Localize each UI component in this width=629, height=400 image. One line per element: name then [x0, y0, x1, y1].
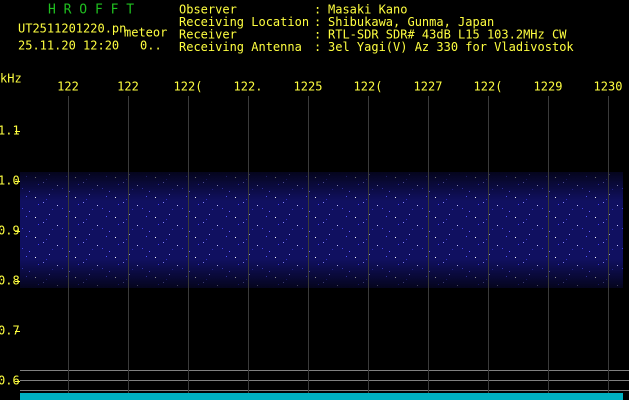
time-label: 122. [234, 80, 263, 94]
field-label: Observer [179, 3, 237, 17]
freq-label: 1.0 [0, 174, 20, 188]
time-label: 122 [117, 80, 139, 94]
date-time: 25.11.20 12:20 [18, 39, 119, 53]
freq-label: 0.8 [0, 274, 20, 288]
kind: meteor [124, 26, 167, 40]
freq-label: 0.7 [0, 324, 20, 338]
file-name: UT2511201220.pn [18, 22, 126, 36]
freq-label: 0.9 [0, 224, 20, 238]
time-label: 122 [57, 80, 79, 94]
unit-label: kHz [0, 72, 22, 86]
axes: 122 122 122( 122. 1225 122( 1227 122( 1229 1230 1.… [0, 80, 623, 393]
field-sep: : [314, 3, 321, 17]
freq-label: 1.1 [0, 124, 20, 138]
field-value: Masaki Kano [328, 3, 407, 17]
status: 0.. [140, 39, 162, 53]
app-title: H R O F F T [48, 3, 134, 18]
time-label: 122( [354, 80, 383, 94]
time-label: 1229 [534, 80, 563, 94]
time-label: 122( [474, 80, 503, 94]
field-value: Shibukawa, Gunma, Japan [328, 15, 494, 29]
field-value: 3el Yagi(V) Az 330 for Vladivostok [328, 40, 574, 54]
field-label: Receiver [179, 28, 237, 42]
field-value: RTL-SDR SDR# 43dB L15 103.2MHz CW [328, 28, 567, 42]
time-label: 1227 [414, 80, 443, 94]
baselines [20, 370, 629, 391]
info-fields: Observer: Masaki Kano Receiving Location: S… [179, 3, 574, 55]
field-label: Receiving Location [179, 15, 309, 29]
noise-fade [20, 172, 623, 288]
time-label: 122( [174, 80, 203, 94]
field-sep: : [314, 28, 321, 42]
field-sep: : [314, 40, 321, 54]
field-label: Receiving Antenna [179, 40, 302, 54]
time-label: 1225 [294, 80, 323, 94]
time-label: 1230 [594, 80, 623, 94]
level-trace [20, 393, 623, 400]
freq-label: 0.6 [0, 374, 20, 388]
field-sep: : [314, 15, 321, 29]
